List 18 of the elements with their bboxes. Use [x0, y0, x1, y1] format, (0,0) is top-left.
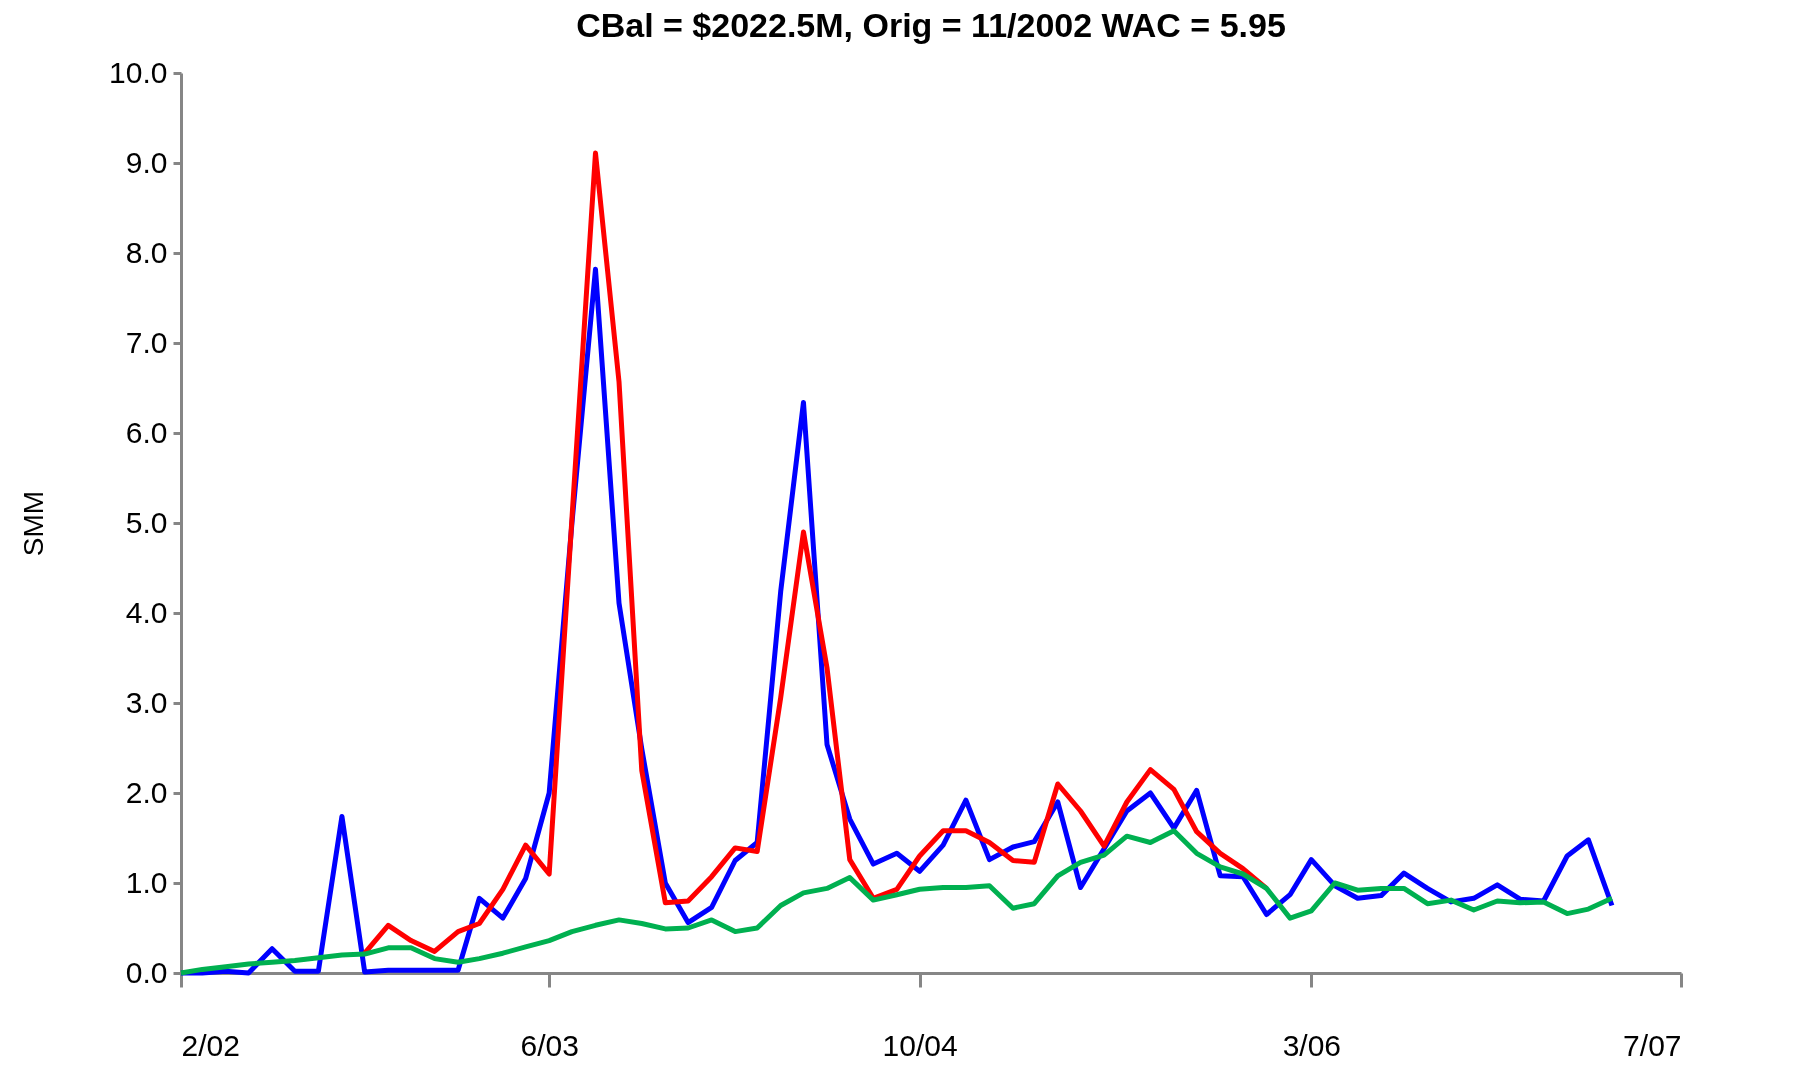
x-tick-label: 6/03 — [520, 1028, 579, 1062]
y-axis-title: SMM — [18, 490, 50, 557]
y-tick-label: 10.0 — [109, 55, 168, 89]
y-tick-label: 7.0 — [125, 325, 168, 359]
y-tick-label: 9.0 — [125, 145, 168, 179]
y-tick-label: 3.0 — [125, 685, 168, 719]
y-tick-label: 2.0 — [125, 775, 168, 809]
y-tick-label: 8.0 — [125, 235, 168, 269]
y-tick-label: 1.0 — [125, 865, 168, 899]
x-tick-label: 10/04 — [882, 1028, 958, 1062]
y-tick-label: 4.0 — [125, 595, 168, 629]
y-tick-label: 5.0 — [125, 505, 168, 539]
x-tick-label: 2/02 — [181, 1028, 240, 1062]
chart-title: CBal = $2022.5M, Orig = 11/2002 WAC = 5.95 — [576, 6, 1286, 44]
x-tick-label: 7/07 — [1623, 1028, 1682, 1062]
x-tick-label: 3/06 — [1282, 1028, 1342, 1062]
y-tick-label: 0.0 — [125, 955, 168, 989]
y-tick-label: 6.0 — [125, 415, 168, 449]
